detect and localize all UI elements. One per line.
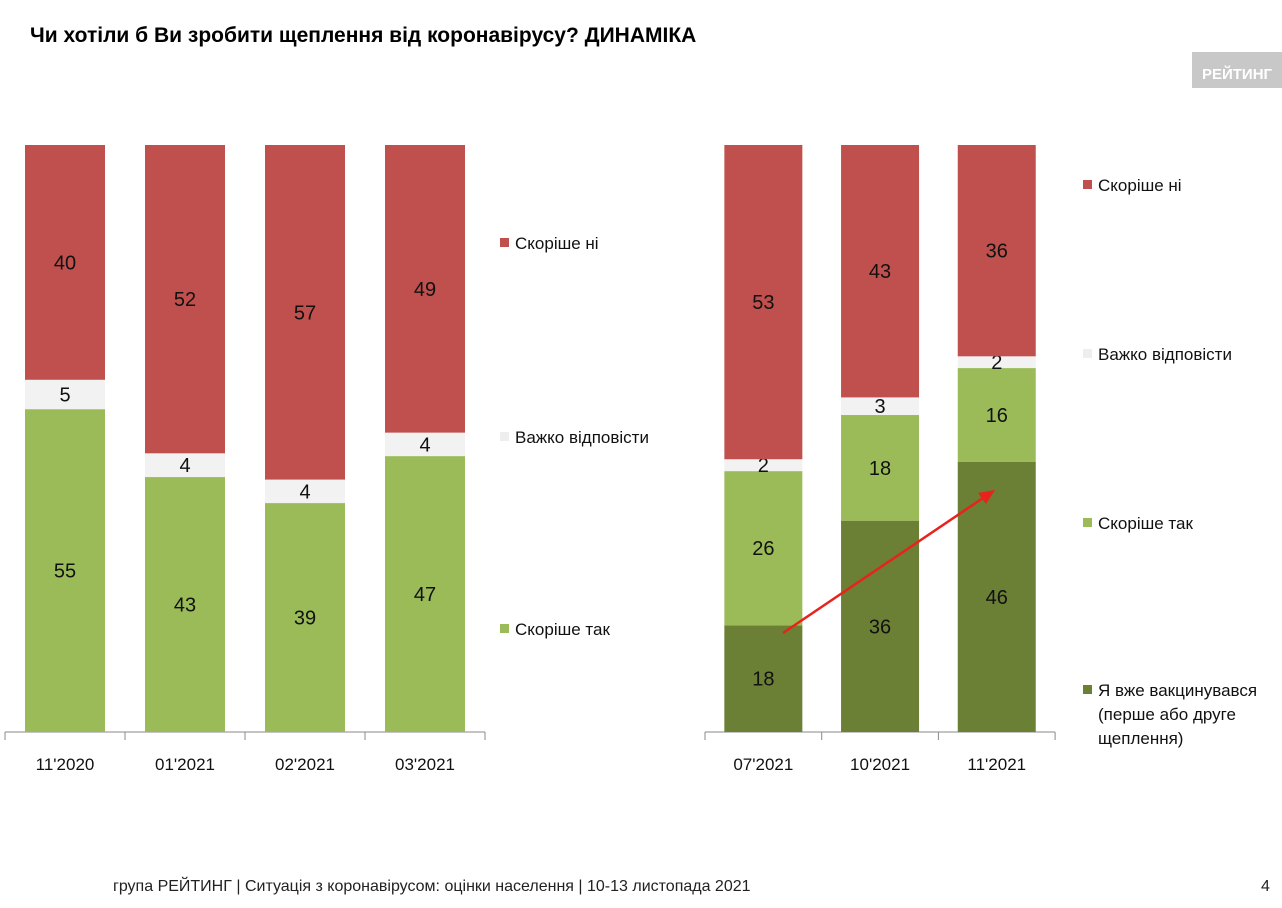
bar-segment-hard (841, 397, 920, 416)
bar-segment-no (25, 145, 105, 380)
bar-segment-vaccinated (841, 520, 920, 732)
legend-label: щеплення) (1098, 729, 1183, 748)
data-label: 43 (869, 261, 891, 283)
chart-title: Чи хотіли б Ви зробити щеплення від коро… (30, 24, 697, 47)
legend-label: Скоріше ні (1098, 176, 1182, 195)
data-label: 52 (174, 289, 196, 311)
data-label: 57 (294, 302, 316, 324)
bar-segment-no (957, 145, 1036, 357)
legend-label: Скоріше ні (515, 234, 599, 253)
bar-segment-no (265, 145, 345, 480)
data-label: 46 (986, 587, 1008, 609)
bar-segment-no (724, 145, 803, 460)
logo-text: РЕЙТИНГ (1201, 66, 1273, 83)
data-label: 5 (59, 384, 70, 406)
page-number: 4 (1261, 878, 1270, 895)
legend-label: Важко відповісти (515, 428, 649, 447)
bar-segment-yes (957, 368, 1036, 462)
data-label: 43 (174, 595, 196, 617)
legend-label: (перше або друге (1098, 705, 1236, 724)
bar-segment-hard (724, 459, 803, 472)
bar-segment-yes (265, 503, 345, 732)
data-label: 36 (869, 616, 891, 638)
bar-segment-yes (385, 456, 465, 732)
bar-segment-hard (385, 432, 465, 457)
data-label: 2 (991, 352, 1002, 374)
data-label: 53 (752, 292, 774, 314)
data-label: 26 (752, 538, 774, 560)
logo: РЕЙТИНГ (1192, 52, 1282, 88)
trend-arrow (782, 496, 984, 635)
bar-segment-no (385, 145, 465, 433)
footer: група РЕЙТИНГ | Ситуація з коронавірусом… (113, 878, 751, 895)
legend-swatch (500, 624, 509, 633)
data-label: 47 (414, 584, 436, 606)
x-tick-label: 07'2021 (733, 755, 793, 774)
arrow-head-icon (978, 490, 995, 504)
legend-label: Я вже вакцинувався (1098, 681, 1257, 700)
data-label: 39 (294, 608, 316, 630)
data-label: 18 (869, 458, 891, 480)
data-label: 55 (54, 561, 76, 583)
legend-swatch (500, 238, 509, 247)
data-label: 40 (54, 252, 76, 274)
bar-segment-yes (145, 477, 225, 732)
legend-label: Важко відповісти (1098, 345, 1232, 364)
legend-label: Скоріше так (515, 620, 610, 639)
bar-segment-no (145, 145, 225, 454)
data-label: 16 (986, 405, 1008, 427)
legend-swatch (1083, 180, 1092, 189)
bar-segment-yes (841, 415, 920, 521)
bar-segment-vaccinated (724, 625, 803, 732)
bar-segment-hard (25, 379, 105, 410)
x-tick-label: 02'2021 (275, 755, 335, 774)
data-label: 4 (179, 455, 190, 477)
x-tick-label: 11'2021 (967, 755, 1026, 774)
data-label: 18 (752, 669, 774, 691)
legend-label: Скоріше так (1098, 514, 1193, 533)
data-label: 36 (986, 241, 1008, 263)
data-label: 4 (419, 434, 430, 456)
data-label: 2 (758, 455, 769, 477)
x-tick-label: 01'2021 (155, 755, 215, 774)
bar-segment-yes (25, 409, 105, 732)
bar-segment-hard (145, 453, 225, 478)
data-label: 4 (299, 481, 310, 503)
data-label: 49 (414, 279, 436, 301)
legend-swatch (1083, 349, 1092, 358)
x-tick-label: 10'2021 (850, 755, 910, 774)
x-tick-label: 03'2021 (395, 755, 455, 774)
bar-segment-yes (724, 471, 803, 626)
x-tick-label: 11'2020 (36, 755, 95, 774)
legend-swatch (500, 432, 509, 441)
bar-segment-hard (957, 356, 1036, 369)
bar-segment-no (841, 145, 920, 398)
data-label: 3 (874, 396, 885, 418)
legend-swatch (1083, 685, 1092, 694)
bar-segment-hard (265, 479, 345, 504)
legend-swatch (1083, 518, 1092, 527)
